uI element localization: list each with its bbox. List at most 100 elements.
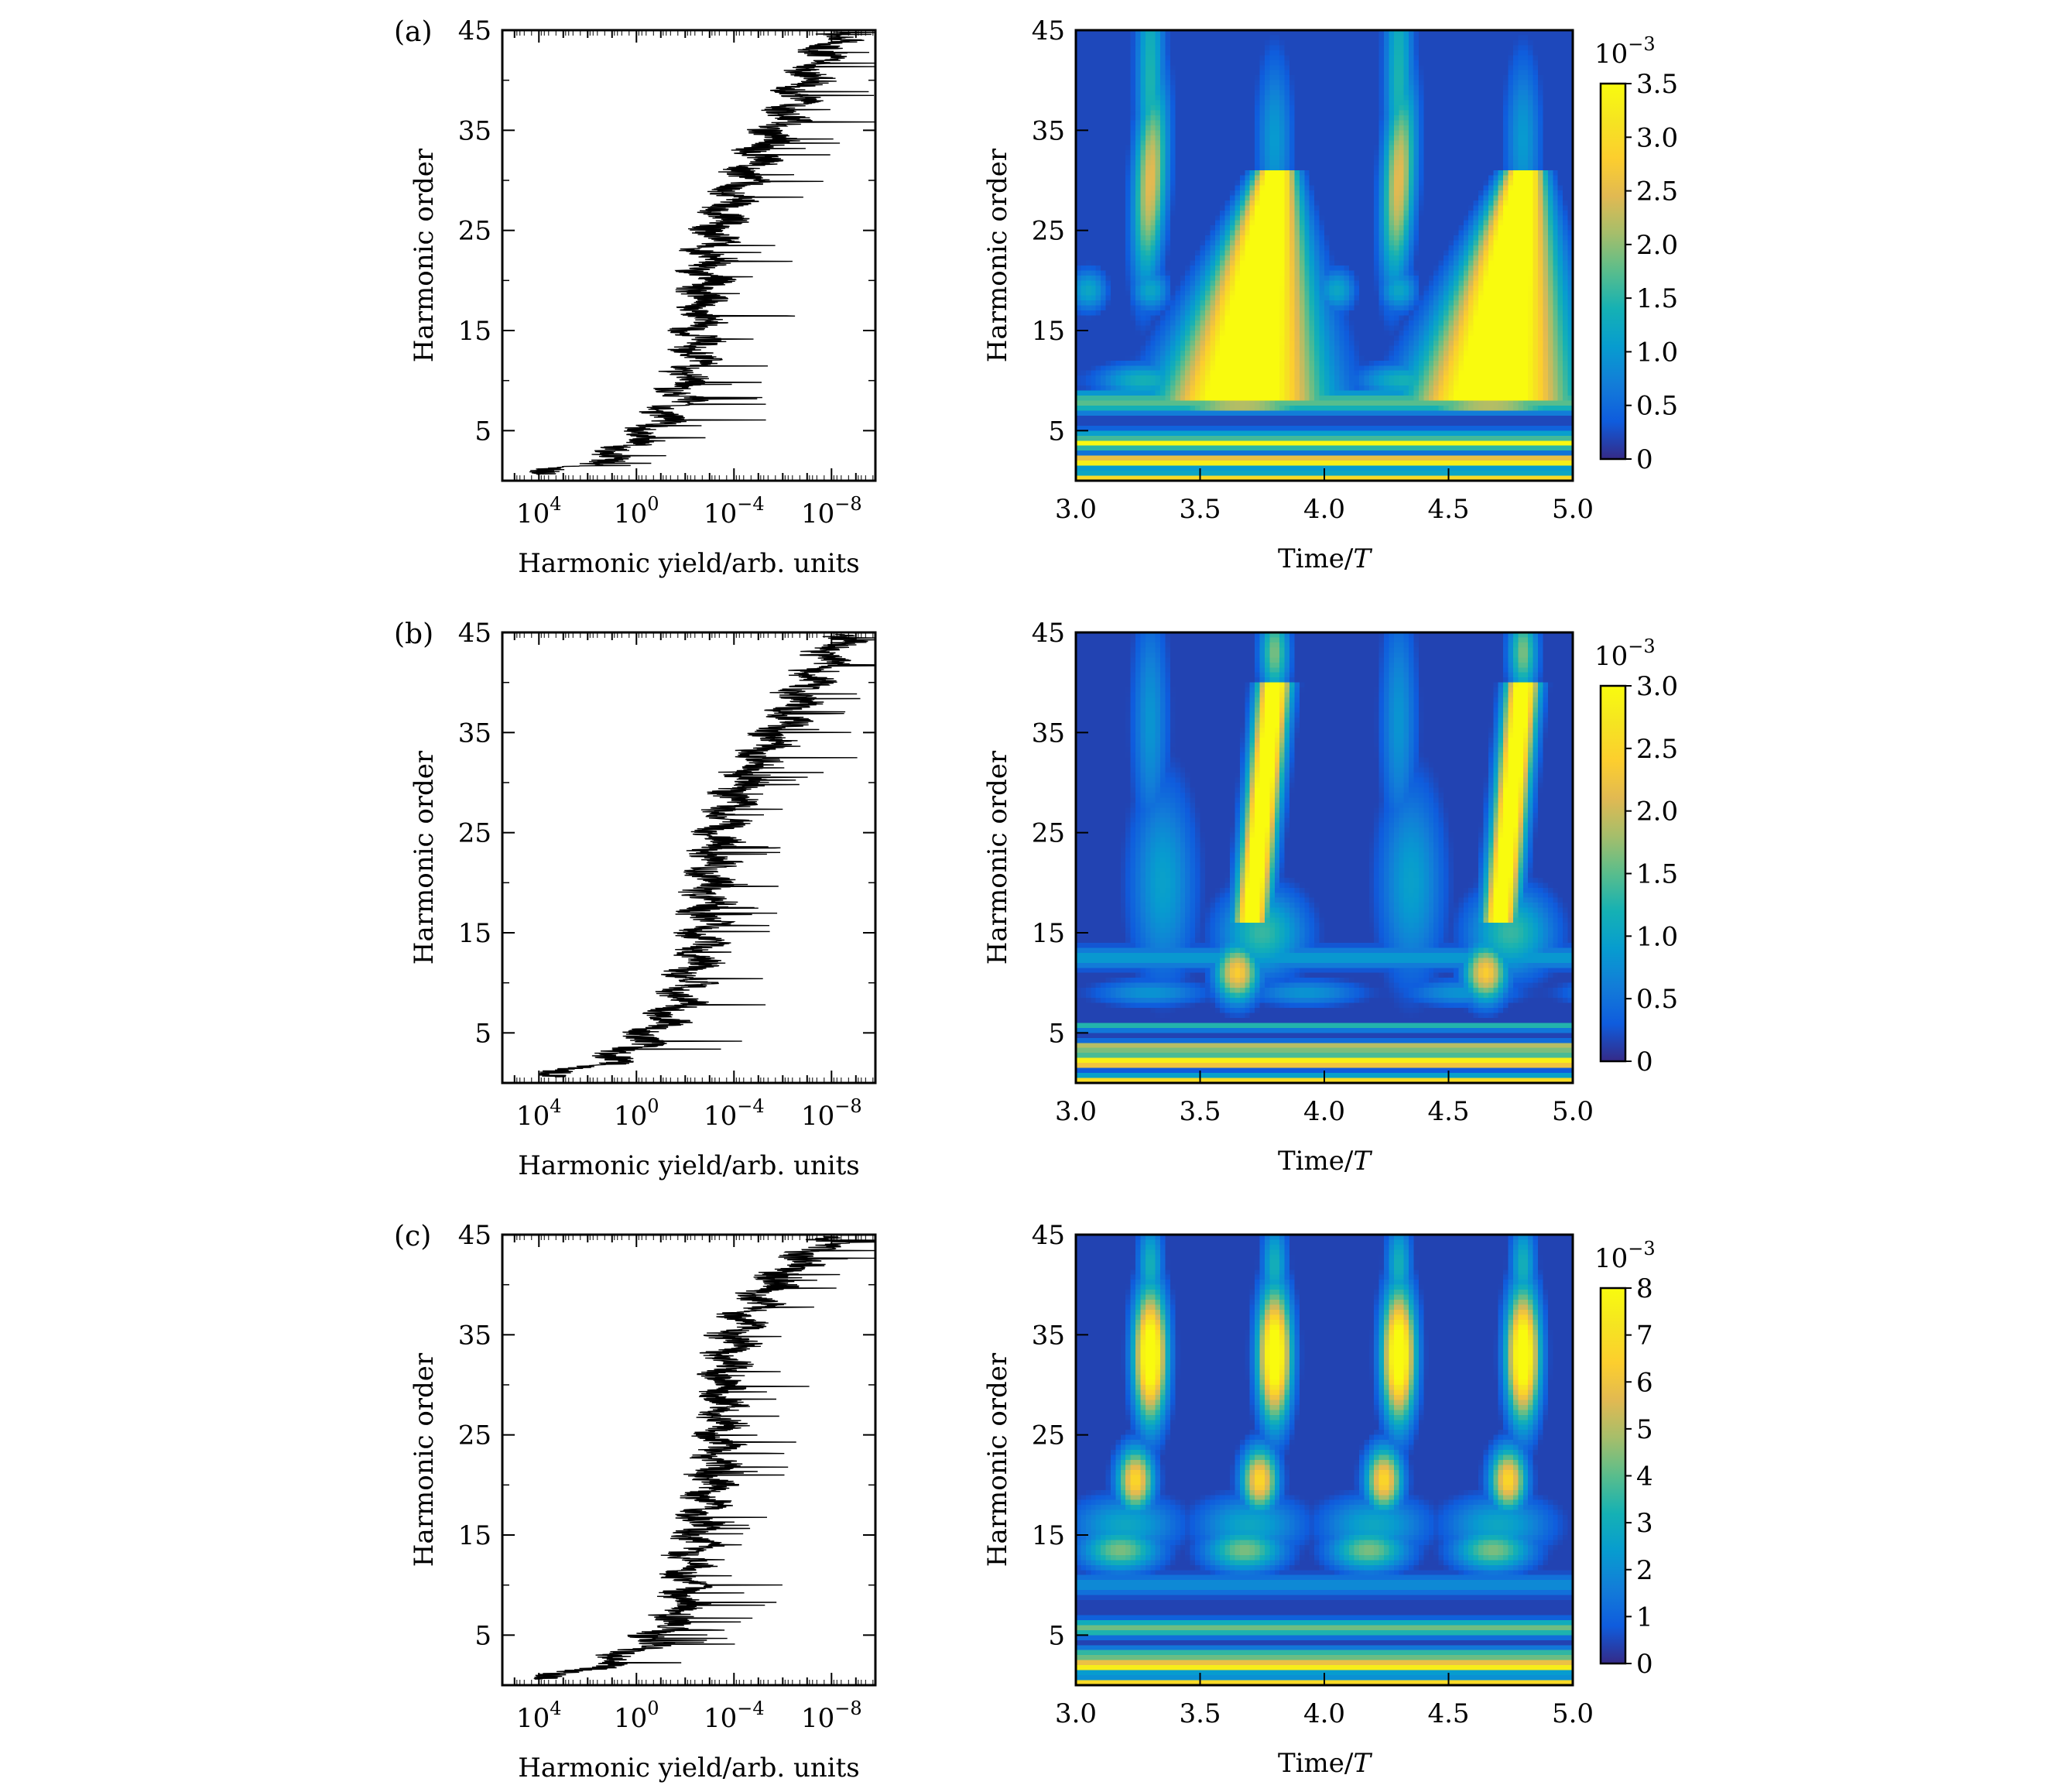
heatmap-cell: [1512, 45, 1519, 51]
heatmap-cell: [1384, 125, 1390, 131]
heatmap-cell: [1444, 75, 1450, 81]
heatmap-cell: [1413, 140, 1420, 146]
heatmap-cell: [1433, 115, 1440, 121]
heatmap-cell: [1200, 185, 1206, 191]
heatmap-cell: [1468, 60, 1474, 66]
heatmap-cell: [1135, 115, 1142, 121]
heatmap-cell: [1210, 165, 1216, 171]
heatmap-cell: [1538, 55, 1544, 61]
heatmap-cell: [1224, 230, 1231, 236]
heatmap-cell: [1185, 39, 1191, 46]
heatmap-cell: [1165, 195, 1171, 201]
heatmap-cell: [1304, 140, 1310, 146]
heatmap-cell: [1344, 215, 1350, 221]
heatmap-cell: [1204, 100, 1211, 106]
heatmap-cell: [1399, 120, 1405, 126]
heatmap-cell: [1463, 265, 1469, 271]
heatmap-cell: [1170, 175, 1176, 181]
heatmap-cell: [1165, 60, 1171, 66]
heatmap-cell: [1210, 140, 1216, 146]
heatmap-cell: [1294, 30, 1300, 36]
heatmap-cell: [1120, 55, 1126, 61]
heatmap-cell: [1433, 45, 1440, 51]
heatmap-cell: [1503, 195, 1509, 201]
heatmap-cell: [1458, 60, 1464, 66]
heatmap-cell: [1309, 39, 1315, 46]
heatmap-cell: [1279, 255, 1286, 262]
heatmap-cell: [1190, 255, 1196, 262]
heatmap-cell: [1135, 195, 1142, 201]
heatmap-cell: [1160, 95, 1166, 101]
heatmap-cell: [1423, 150, 1430, 156]
heatmap-cell: [1453, 165, 1459, 171]
heatmap-cell: [1444, 95, 1450, 101]
heatmap-cell: [1299, 50, 1305, 56]
heatmap-cell: [1378, 210, 1385, 216]
heatmap-cell: [1081, 165, 1087, 171]
heatmap-cell: [1210, 55, 1216, 61]
heatmap-cell: [1488, 80, 1494, 86]
heatmap-cell: [1478, 110, 1485, 116]
heatmap-cell: [1214, 265, 1221, 271]
heatmap-cell: [1220, 195, 1226, 201]
heatmap-cell: [1135, 110, 1142, 116]
heatmap-cell: [1105, 160, 1111, 166]
heatmap-cell: [1175, 225, 1181, 231]
heatmap-cell: [1364, 115, 1370, 121]
heatmap-cell: [1533, 130, 1539, 136]
heatmap-cell: [1547, 155, 1553, 161]
heatmap-cell: [1324, 245, 1331, 252]
heatmap-cell: [1115, 155, 1122, 161]
heatmap-cell: [1344, 105, 1350, 111]
heatmap-cell: [1503, 70, 1509, 76]
heatmap-cell: [1553, 105, 1559, 111]
heatmap-cell: [1264, 150, 1270, 156]
heatmap-cell: [1448, 265, 1454, 271]
heatmap-cell: [1368, 125, 1375, 131]
heatmap-cell: [1140, 255, 1146, 262]
heatmap-cell: [1393, 130, 1399, 136]
heatmap-cell: [1175, 135, 1181, 141]
heatmap-cell: [1255, 135, 1261, 141]
heatmap-cell: [1165, 130, 1171, 136]
heatmap-cell: [1393, 115, 1399, 121]
heatmap-cell: [1399, 60, 1405, 66]
heatmap-cell: [1165, 30, 1171, 36]
heatmap-cell: [1512, 95, 1519, 101]
heatmap-cell: [1354, 230, 1360, 236]
heatmap-cell: [1368, 55, 1375, 61]
heatmap-cell: [1324, 39, 1331, 46]
heatmap-cell: [1528, 55, 1534, 61]
heatmap-cell: [1339, 135, 1345, 141]
heatmap-cell: [1085, 110, 1091, 116]
heatmap-cell: [1180, 125, 1186, 131]
heatmap-cell: [1200, 240, 1206, 246]
heatmap-cell: [1349, 220, 1355, 226]
heatmap-cell: [1378, 235, 1385, 242]
heatmap-cell: [1180, 265, 1186, 271]
heatmap-cell: [1259, 215, 1265, 221]
heatmap-cell: [1284, 35, 1290, 41]
heatmap-cell: [1210, 195, 1216, 201]
heatmap-cell: [1095, 100, 1101, 106]
heatmap-cell: [1204, 180, 1211, 187]
heatmap-cell: [1140, 200, 1146, 206]
heatmap-cell: [1344, 60, 1350, 66]
heatmap-cell: [1160, 90, 1166, 96]
heatmap-cell: [1190, 165, 1196, 171]
heatmap-cell: [1130, 35, 1136, 41]
heatmap-cell: [1120, 50, 1126, 56]
heatmap-cell: [1368, 39, 1375, 46]
heatmap-cell: [1378, 170, 1385, 176]
heatmap-cell: [1563, 85, 1569, 91]
heatmap-cell: [1220, 100, 1226, 106]
heatmap-cell: [1498, 215, 1504, 221]
heatmap-cell: [1448, 150, 1454, 156]
heatmap-cell: [1324, 95, 1331, 101]
heatmap-cell: [1085, 90, 1091, 96]
y-tick-label: 35: [458, 115, 491, 146]
heatmap-cell: [1095, 140, 1101, 146]
heatmap-cell: [1498, 240, 1504, 246]
heatmap-cell: [1458, 140, 1464, 146]
heatmap-cell: [1195, 85, 1201, 91]
